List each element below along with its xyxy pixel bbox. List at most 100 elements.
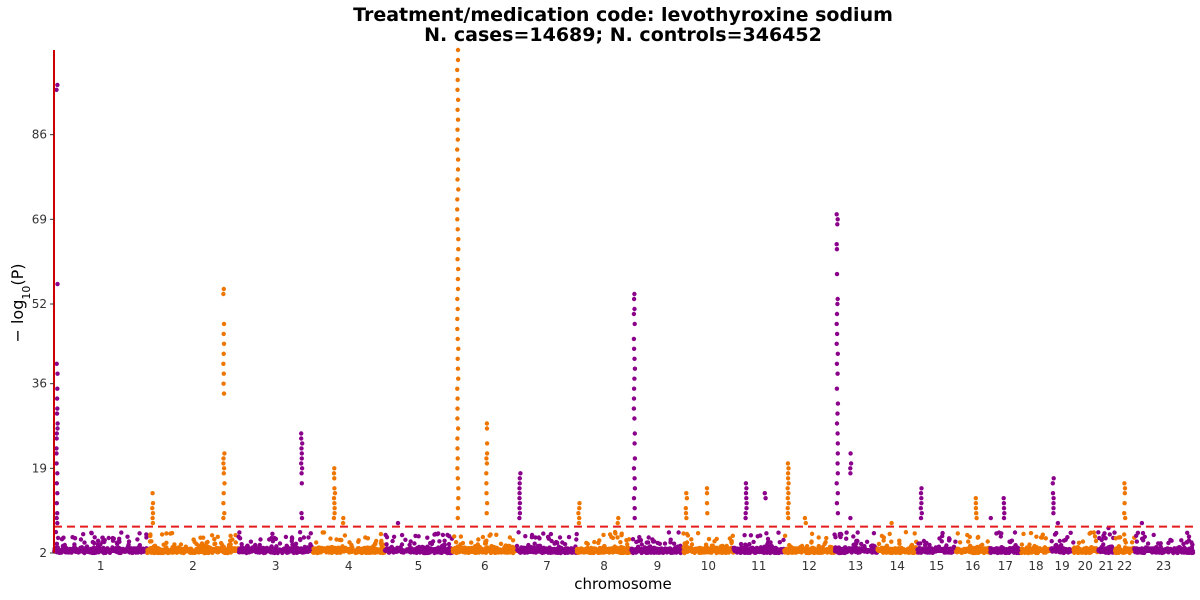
background-point bbox=[379, 538, 384, 543]
peak-point bbox=[455, 416, 460, 421]
background-point bbox=[912, 531, 917, 536]
background-point bbox=[433, 531, 438, 537]
peak-point bbox=[1122, 501, 1127, 506]
background-point bbox=[574, 537, 579, 542]
background-point bbox=[1043, 536, 1049, 541]
background-point bbox=[998, 534, 1003, 539]
background-point bbox=[1134, 539, 1140, 544]
peak-point bbox=[704, 491, 710, 496]
peak-point bbox=[835, 431, 840, 436]
background-point bbox=[494, 532, 499, 537]
peak-point bbox=[835, 351, 840, 356]
background-point bbox=[927, 542, 932, 548]
peak-point bbox=[55, 491, 60, 496]
background-point bbox=[682, 541, 687, 546]
peak-point bbox=[455, 396, 460, 401]
background-point bbox=[320, 530, 325, 535]
background-point bbox=[1093, 538, 1099, 544]
chromosome-band-6 bbox=[452, 548, 517, 553]
background-point bbox=[476, 537, 481, 542]
background-point bbox=[239, 542, 244, 547]
background-point bbox=[92, 535, 97, 540]
peak-point bbox=[632, 306, 637, 312]
background-point bbox=[1049, 539, 1054, 544]
peak-point bbox=[455, 466, 460, 471]
peak-point bbox=[455, 97, 461, 103]
peak-point bbox=[221, 351, 226, 356]
peak-point bbox=[455, 336, 460, 342]
peak-point bbox=[299, 461, 304, 466]
peak-point bbox=[974, 511, 979, 516]
background-point bbox=[776, 530, 781, 535]
peak-point bbox=[455, 356, 460, 361]
peak-point bbox=[455, 127, 460, 132]
background-point bbox=[855, 530, 860, 535]
background-point bbox=[389, 544, 394, 550]
x-tick-label: 21 bbox=[1099, 559, 1114, 573]
background-point bbox=[703, 542, 709, 547]
peak-point bbox=[54, 431, 59, 436]
peak-point bbox=[632, 506, 637, 511]
chart-title: Treatment/medication code: levothyroxine… bbox=[353, 4, 893, 26]
peak-point bbox=[222, 451, 227, 456]
peak-point bbox=[517, 501, 523, 506]
peak-point bbox=[455, 117, 461, 122]
background-point bbox=[618, 540, 623, 545]
chromosome-band-12 bbox=[784, 548, 835, 553]
background-point bbox=[1186, 538, 1192, 543]
background-point bbox=[274, 544, 279, 549]
background-point bbox=[1158, 544, 1163, 549]
peak-point bbox=[834, 242, 839, 247]
background-point bbox=[844, 530, 849, 535]
peak-point bbox=[455, 366, 461, 371]
peak-point bbox=[221, 391, 227, 396]
peak-point bbox=[834, 321, 839, 327]
background-point bbox=[298, 537, 303, 542]
background-point bbox=[342, 533, 348, 538]
background-point bbox=[851, 534, 856, 539]
background-point bbox=[1122, 532, 1127, 537]
peak-point bbox=[456, 346, 461, 351]
chromosome-band-10 bbox=[683, 548, 734, 553]
background-point bbox=[1008, 539, 1013, 545]
background-point bbox=[437, 539, 442, 544]
peak-point bbox=[785, 511, 791, 516]
background-point bbox=[498, 541, 504, 546]
peak-point bbox=[484, 511, 489, 516]
peak-point bbox=[54, 436, 59, 441]
peak-point bbox=[834, 247, 840, 252]
peak-point bbox=[455, 227, 460, 232]
background-point bbox=[1109, 544, 1115, 549]
background-point bbox=[787, 543, 792, 548]
background-point bbox=[729, 538, 734, 544]
background-point bbox=[879, 533, 885, 539]
x-tick-label: 22 bbox=[1117, 559, 1132, 573]
peak-point bbox=[54, 451, 59, 456]
background-point bbox=[755, 534, 760, 539]
background-point bbox=[1158, 541, 1163, 546]
peak-point bbox=[54, 411, 60, 416]
peak-point bbox=[973, 501, 979, 506]
peak-point bbox=[54, 361, 59, 366]
background-point bbox=[626, 537, 632, 542]
x-tick-label: 19 bbox=[1055, 559, 1070, 573]
background-point bbox=[666, 530, 672, 535]
background-point bbox=[903, 530, 909, 535]
y-tick-label: 69 bbox=[32, 212, 47, 226]
peak-point bbox=[684, 496, 690, 501]
peak-point bbox=[683, 506, 688, 511]
peak-point bbox=[704, 501, 710, 506]
peak-point bbox=[918, 506, 923, 511]
peak-point bbox=[54, 87, 59, 93]
chromosome-band-11 bbox=[733, 548, 785, 553]
x-tick-label: 18 bbox=[1028, 559, 1043, 573]
x-tick-label: 23 bbox=[1156, 559, 1171, 573]
background-point bbox=[634, 539, 639, 545]
peak-point bbox=[484, 471, 489, 476]
peak-point bbox=[973, 506, 979, 511]
background-point bbox=[363, 535, 368, 540]
background-point bbox=[1057, 538, 1063, 544]
background-point bbox=[425, 535, 430, 540]
background-point bbox=[1181, 541, 1186, 547]
background-point bbox=[985, 539, 990, 544]
